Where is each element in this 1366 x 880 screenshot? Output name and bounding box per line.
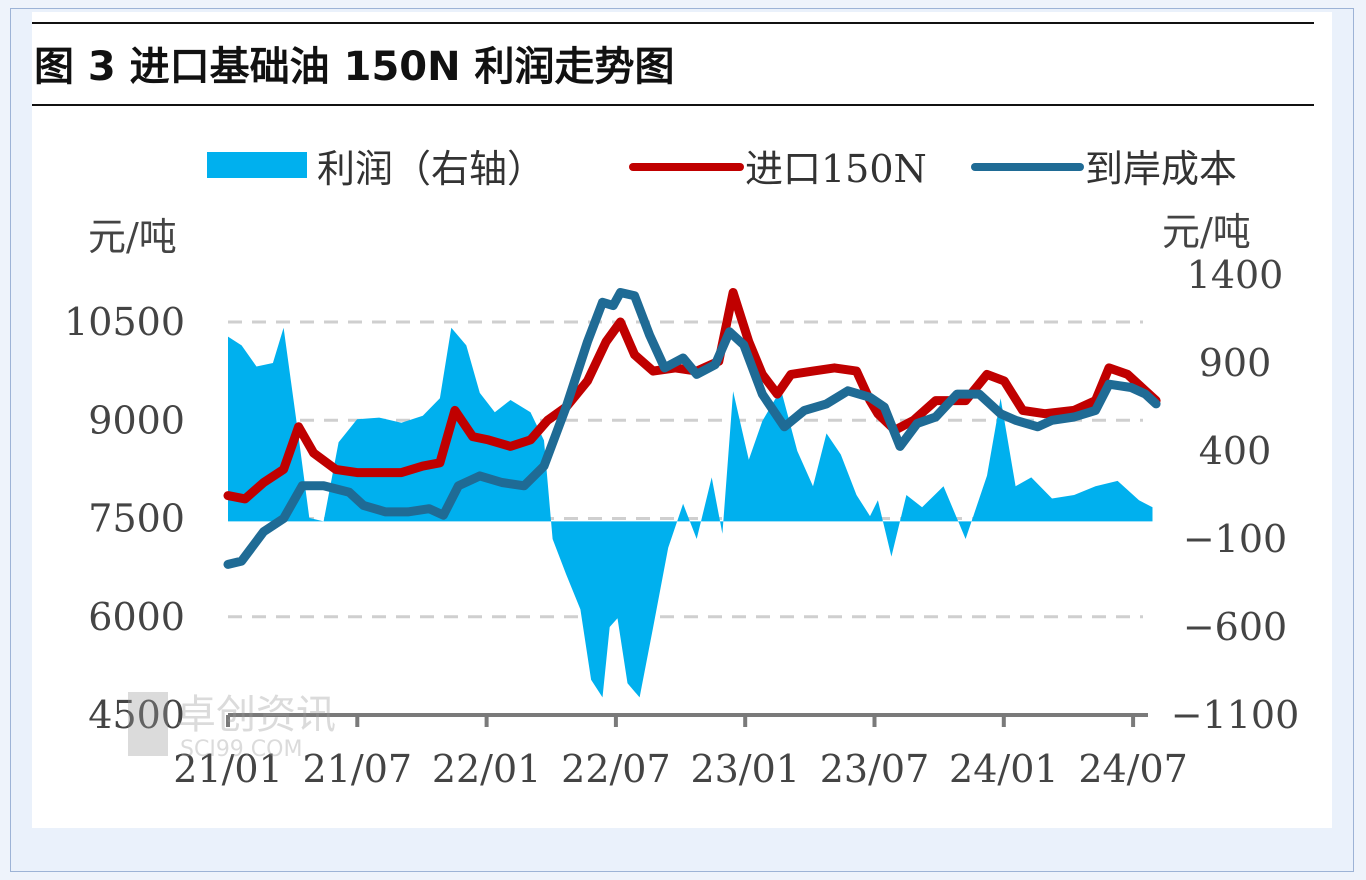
right-tick-label: −100 — [1183, 517, 1287, 561]
right-tick-label: −600 — [1183, 605, 1287, 649]
x-tick-label: 22/07 — [561, 747, 671, 791]
right-tick-label: −1100 — [1171, 693, 1300, 737]
legend-label-landed-cost: 到岸成本 — [1085, 147, 1237, 191]
watermark-site: SCI99.COM — [180, 737, 302, 762]
legend-label-import-150n: 进口150N — [745, 147, 927, 191]
right-tick-label: 900 — [1199, 341, 1272, 385]
legend-swatch-profit — [207, 152, 307, 178]
right-axis-unit: 元/吨 — [1162, 210, 1251, 254]
right-tick-label: 400 — [1199, 429, 1272, 473]
title-bar — [32, 22, 1314, 106]
left-tick-label: 4500 — [88, 693, 185, 737]
watermark-brand: 卓创资讯 — [176, 692, 336, 738]
right-tick-label: 1400 — [1187, 253, 1284, 297]
chart-title: 图 3 进口基础油 150N 利润走势图 — [34, 44, 675, 90]
x-tick-label: 23/07 — [820, 747, 930, 791]
x-tick-label: 24/01 — [949, 747, 1059, 791]
watermark: 卓创资讯 SCI99.COM — [128, 692, 336, 762]
left-tick-label: 6000 — [88, 595, 185, 639]
x-tick-label: 21/07 — [303, 747, 413, 791]
series-profit-area — [228, 327, 1153, 698]
axes: 21/01 21/07 22/01 22/07 23/01 23/07 24/01 24/07… — [64, 253, 1299, 791]
watermark-logo-icon — [128, 692, 168, 756]
x-tick-label: 22/01 — [432, 747, 542, 791]
x-tick-label: 23/01 — [690, 747, 800, 791]
legend-label-profit: 利润（右轴） — [317, 147, 545, 191]
left-tick-label: 7500 — [88, 497, 185, 541]
price-lines-layer — [223, 288, 1161, 569]
x-tick-label: 21/01 — [173, 747, 283, 791]
series-landed-cost-line — [223, 288, 1161, 569]
legend: 利润（右轴） 进口150N 到岸成本 — [207, 147, 1237, 191]
left-axis-unit: 元/吨 — [88, 215, 177, 259]
profit-area-layer — [228, 327, 1153, 698]
left-tick-label: 10500 — [64, 300, 185, 344]
left-tick-label: 9000 — [88, 398, 185, 442]
x-tick-label: 24/07 — [1078, 747, 1188, 791]
